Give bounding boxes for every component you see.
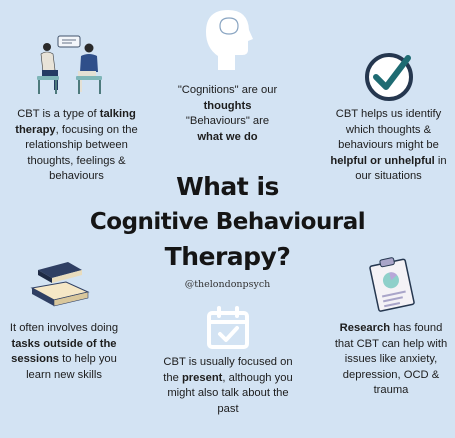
cognitions-bold-1: thoughts (203, 99, 252, 112)
research-bold: Research (339, 322, 391, 334)
talking-therapy-blurb: CBT is a type of talking therapy, focusi… (4, 107, 149, 185)
talking-bold: talking therapy (15, 108, 136, 136)
identify-bold: helpful or unhelpful (330, 154, 435, 167)
clipboard-chart-icon (369, 257, 415, 312)
talking-text-2: , focusing on the relationship between t… (25, 123, 138, 183)
present-text-1: CBT is usually focused on the (163, 356, 293, 384)
cognitions-blurb: "Cognitions" are our thoughts "Behaviour… (165, 83, 290, 145)
calendar-check-icon (207, 306, 249, 349)
head-profile-icon (206, 10, 253, 70)
tasks-bold: tasks outside of the sessions (11, 337, 117, 366)
tasks-text-1: It often involves doing (9, 322, 119, 334)
identify-text-1: CBT helps us identify which thoughts & b… (335, 108, 442, 152)
main-title-line-2: Cognitive Behavioural (89, 209, 366, 235)
tasks-text-2: to help you learn new skills (26, 353, 117, 381)
present-bold: present (181, 371, 223, 384)
present-text-2: , although you might also talk about the… (167, 371, 293, 415)
identify-text-2: in our situations (355, 154, 447, 183)
tasks-blurb: It often involves doing tasks outside of… (8, 321, 120, 383)
checkmark-circle-icon (365, 53, 413, 101)
research-text-1: has found that CBT can help with issues … (334, 322, 448, 397)
research-blurb: Research has found that CBT can help wit… (330, 321, 452, 399)
present-blurb: CBT is usually focused on the present, a… (157, 355, 299, 417)
author-handle: @thelondonpsych (184, 279, 271, 290)
cognitions-line-1: "Cognitions" are our (177, 84, 278, 96)
main-title-line-1: What is (176, 172, 279, 201)
cognitions-bold-2: what we do (197, 130, 258, 143)
books-icon (30, 262, 90, 307)
talking-text-1: CBT is a type of (17, 108, 100, 120)
main-title-line-3: Therapy? (164, 242, 291, 271)
identify-blurb: CBT helps us identify which thoughts & b… (322, 107, 455, 185)
cognitions-line-2: "Behaviours" are (185, 115, 270, 128)
two-people-talking-icon (37, 35, 102, 94)
